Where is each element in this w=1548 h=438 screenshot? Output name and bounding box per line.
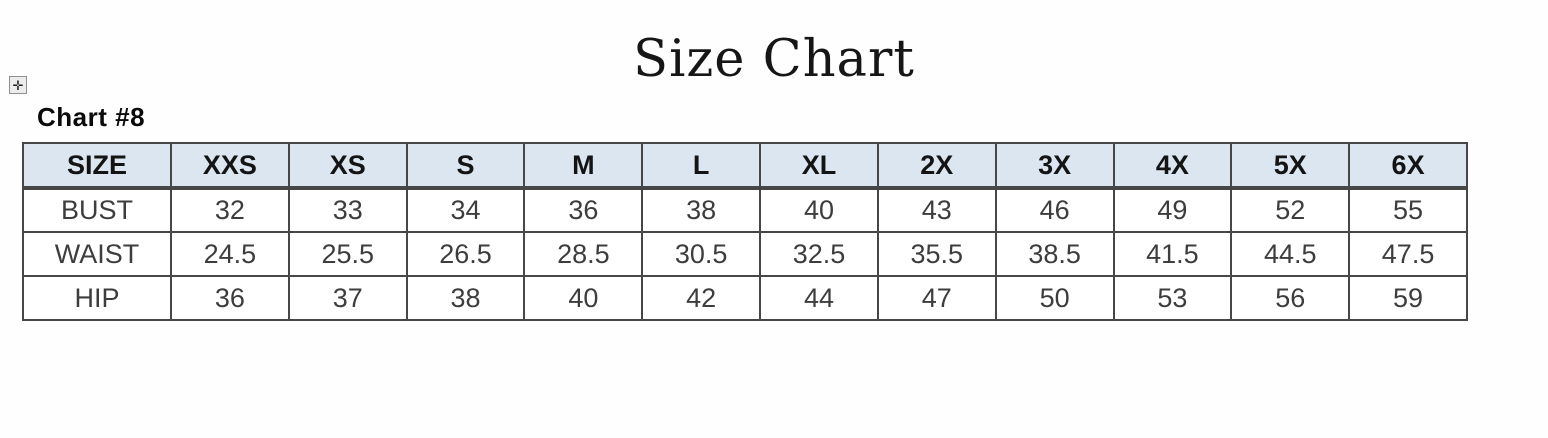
table-cell: 52: [1230, 187, 1351, 233]
header-cell: 5X: [1230, 142, 1351, 190]
header-cell-size: SIZE: [22, 142, 172, 190]
header-cell: 2X: [876, 142, 997, 190]
table-cell: 40: [523, 275, 644, 321]
table-cell: 37: [287, 275, 408, 321]
table-cell: 38: [405, 275, 526, 321]
table-header: SIZE XXS XS S M L XL 2X 3X 4X 5X 6X: [22, 142, 1468, 190]
table-cell: 34: [405, 187, 526, 233]
table-cell: 36: [170, 275, 290, 321]
table-body: BUST 32 33 34 36 38 40 43 46 49 52 55 WAIST 24.5 25.5 2…: [22, 187, 1468, 321]
table-cell: 26.5: [405, 231, 526, 277]
table-cell: 42: [641, 275, 762, 321]
header-cell: XXS: [170, 142, 290, 190]
table-cell: 43: [876, 187, 997, 233]
header-cell: 6X: [1348, 142, 1468, 190]
header-cell: 3X: [994, 142, 1115, 190]
table-cell: 47.5: [1348, 231, 1468, 277]
table-row: WAIST 24.5 25.5 26.5 28.5 30.5 32.5 35.5 38.5 41.…: [22, 231, 1468, 277]
table-cell: 50: [994, 275, 1115, 321]
table-cell: 24.5: [170, 231, 290, 277]
page-title: Size Chart: [633, 30, 915, 89]
table-cell: 32: [170, 187, 290, 233]
table-cell: 40: [759, 187, 879, 233]
table-cell: 35.5: [876, 231, 997, 277]
table-cell: 25.5: [287, 231, 408, 277]
table-cell: 32.5: [759, 231, 879, 277]
table-cell: 53: [1112, 275, 1233, 321]
row-label-cell: HIP: [22, 275, 172, 321]
table-cell: 36: [523, 187, 644, 233]
table-cell: 28.5: [523, 231, 644, 277]
table-cell: 46: [994, 187, 1115, 233]
header-cell: XS: [287, 142, 408, 190]
table-header-row: SIZE XXS XS S M L XL 2X 3X 4X 5X 6X: [22, 142, 1468, 190]
table-cell: 44: [759, 275, 879, 321]
header-cell: L: [641, 142, 762, 190]
chart-number-label: Chart #8: [37, 102, 146, 132]
table-cell: 49: [1112, 187, 1233, 233]
table-move-handle-icon[interactable]: ✛: [9, 76, 27, 94]
table-cell: 30.5: [641, 231, 762, 277]
header-cell: M: [523, 142, 644, 190]
size-chart-table: SIZE XXS XS S M L XL 2X 3X 4X 5X 6X BUST 32 33 34 36 38 4…: [22, 142, 1468, 321]
table-cell: 47: [876, 275, 997, 321]
row-label-cell: WAIST: [22, 231, 172, 277]
four-arrows-icon: ✛: [12, 77, 24, 93]
table-cell: 33: [287, 187, 408, 233]
table-cell: 55: [1348, 187, 1468, 233]
table-cell: 38: [641, 187, 762, 233]
table-cell: 56: [1230, 275, 1351, 321]
header-cell: XL: [759, 142, 879, 190]
table-cell: 41.5: [1112, 231, 1233, 277]
table-row: HIP 36 37 38 40 42 44 47 50 53 56 59: [22, 275, 1468, 321]
table-cell: 44.5: [1230, 231, 1351, 277]
row-label-cell: BUST: [22, 187, 172, 233]
table-cell: 59: [1348, 275, 1468, 321]
table-row: BUST 32 33 34 36 38 40 43 46 49 52 55: [22, 187, 1468, 233]
header-cell: 4X: [1112, 142, 1233, 190]
header-cell: S: [405, 142, 526, 190]
table-cell: 38.5: [994, 231, 1115, 277]
